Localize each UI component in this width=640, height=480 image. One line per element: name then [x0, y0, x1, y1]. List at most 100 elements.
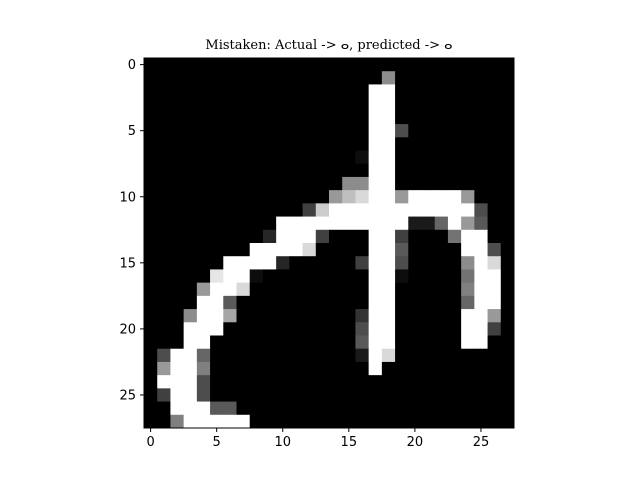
heatmap-cell: [487, 229, 502, 244]
heatmap-cell: [474, 137, 488, 151]
heatmap-cell: [196, 110, 211, 125]
heatmap-cell: [276, 110, 290, 125]
heatmap-cell: [368, 269, 383, 284]
heatmap-cell: [236, 58, 251, 72]
heatmap-cell: [262, 71, 277, 85]
heatmap-cell: [289, 97, 303, 112]
heatmap-cell: [276, 269, 290, 284]
heatmap-cell: [355, 110, 370, 125]
heatmap-cell: [170, 163, 185, 178]
heatmap-cell: [487, 295, 502, 310]
heatmap-cell: [434, 282, 449, 297]
heatmap-cell: [342, 361, 356, 376]
heatmap-cell: [408, 282, 422, 297]
heatmap-cell: [236, 216, 251, 231]
y-tick-label: 25: [119, 388, 136, 403]
heatmap-cell: [342, 176, 356, 191]
heatmap-cell: [196, 348, 211, 363]
heatmap-cell: [434, 97, 449, 112]
heatmap-cell: [223, 282, 237, 297]
heatmap-cell: [289, 269, 303, 284]
heatmap-cell: [157, 58, 171, 72]
heatmap-cell: [262, 190, 277, 204]
heatmap-cell: [262, 361, 277, 376]
heatmap-cell: [355, 150, 370, 165]
heatmap-cell: [381, 388, 396, 402]
heatmap-cell: [434, 322, 449, 336]
heatmap-cell: [434, 176, 449, 191]
heatmap-cell: [262, 58, 277, 72]
heatmap-cell: [500, 176, 515, 191]
heatmap-cell: [262, 124, 277, 138]
heatmap-cell: [289, 58, 303, 72]
heatmap-cell: [144, 71, 158, 85]
heatmap-cell: [210, 150, 224, 165]
heatmap-cell: [500, 348, 515, 363]
heatmap-cell: [447, 243, 462, 257]
heatmap-cell: [183, 269, 198, 284]
heatmap-cell: [368, 163, 383, 178]
heatmap-cell: [381, 163, 396, 178]
heatmap-cell: [302, 256, 317, 270]
heatmap-cell: [196, 322, 211, 336]
heatmap-cell: [144, 256, 158, 270]
heatmap-cell: [170, 137, 185, 151]
heatmap-cell: [329, 176, 343, 191]
heatmap-cell: [342, 282, 356, 297]
heatmap-cell: [434, 295, 449, 310]
heatmap-cell: [289, 388, 303, 402]
heatmap-cell: [408, 295, 422, 310]
heatmap-cell: [157, 110, 171, 125]
heatmap-cell: [315, 97, 330, 112]
heatmap-cell: [276, 335, 290, 350]
heatmap-cell: [447, 163, 462, 178]
heatmap-cell: [315, 388, 330, 402]
heatmap-cell: [395, 309, 409, 323]
heatmap-cell: [368, 282, 383, 297]
heatmap-cell: [236, 203, 251, 217]
heatmap-cell: [210, 203, 224, 217]
heatmap-cell: [355, 348, 370, 363]
heatmap-cell: [236, 401, 251, 416]
heatmap-cell: [474, 163, 488, 178]
heatmap-cell: [434, 348, 449, 363]
heatmap-cell: [421, 401, 436, 416]
heatmap-cell: [183, 71, 198, 85]
heatmap-cell: [236, 84, 251, 99]
heatmap-cell: [368, 97, 383, 112]
heatmap-cell: [170, 150, 185, 165]
heatmap-cell: [144, 58, 158, 72]
heatmap-cell: [315, 282, 330, 297]
heatmap-cell: [408, 58, 422, 72]
heatmap-cell: [329, 282, 343, 297]
heatmap-cell: [170, 229, 185, 244]
heatmap-cell: [302, 176, 317, 191]
heatmap-cell: [196, 84, 211, 99]
heatmap-cell: [144, 150, 158, 165]
heatmap-cell: [408, 229, 422, 244]
heatmap-cell: [395, 229, 409, 244]
heatmap-cell: [487, 190, 502, 204]
heatmap-cell: [342, 163, 356, 178]
heatmap-cell: [236, 295, 251, 310]
heatmap-cell: [289, 216, 303, 231]
y-tick-label: 0: [128, 58, 136, 73]
heatmap-cell: [315, 110, 330, 125]
heatmap-cell: [144, 282, 158, 297]
heatmap-cell: [474, 388, 488, 402]
heatmap-cell: [500, 163, 515, 178]
heatmap-cell: [447, 309, 462, 323]
heatmap-cell: [249, 361, 264, 376]
heatmap-cell: [447, 176, 462, 191]
heatmap-cell: [302, 124, 317, 138]
heatmap-cell: [368, 361, 383, 376]
heatmap-cell: [276, 243, 290, 257]
heatmap-cell: [408, 414, 422, 429]
heatmap-cell: [315, 375, 330, 389]
heatmap-cell: [262, 335, 277, 350]
heatmap-cell: [289, 229, 303, 244]
heatmap-cell: [395, 348, 409, 363]
heatmap-cell: [262, 243, 277, 257]
heatmap-cell: [421, 388, 436, 402]
heatmap-cell: [368, 388, 383, 402]
